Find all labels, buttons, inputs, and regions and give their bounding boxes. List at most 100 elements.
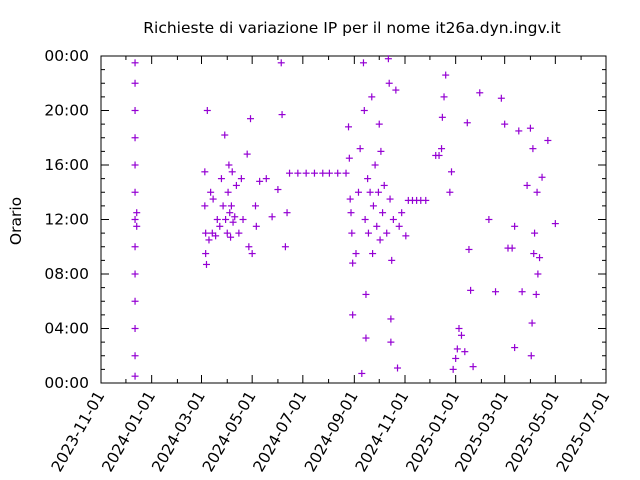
data-point	[202, 250, 210, 258]
data-point	[239, 216, 247, 223]
data-point	[455, 325, 463, 332]
data-point	[383, 229, 391, 237]
data-point	[277, 59, 285, 67]
data-point	[227, 202, 235, 210]
data-point	[221, 131, 229, 139]
data-point	[131, 134, 139, 142]
data-point	[388, 256, 396, 264]
data-point	[453, 345, 461, 353]
data-point	[534, 270, 542, 278]
data-point	[364, 175, 372, 183]
data-point	[223, 229, 231, 237]
data-point	[364, 229, 372, 237]
data-point	[435, 151, 443, 159]
y-tick-label: 00:00	[44, 374, 89, 392]
data-point	[202, 229, 210, 237]
data-point	[369, 202, 377, 210]
data-point	[442, 71, 450, 79]
data-point	[209, 195, 217, 203]
data-point	[523, 181, 531, 189]
y-tick-label: 12:00	[44, 211, 89, 229]
data-point	[131, 243, 139, 251]
data-point	[508, 244, 516, 252]
data-point	[345, 154, 353, 162]
data-point	[395, 222, 403, 230]
data-point	[281, 243, 289, 251]
data-point	[373, 222, 381, 230]
data-points	[131, 55, 559, 380]
data-point	[501, 120, 509, 128]
data-point	[283, 209, 291, 217]
data-point	[213, 216, 221, 223]
data-point	[349, 259, 357, 267]
data-point	[237, 175, 245, 183]
data-point	[485, 216, 493, 223]
data-point	[345, 123, 353, 131]
data-point	[452, 354, 460, 362]
data-point	[358, 369, 366, 377]
data-point	[387, 338, 395, 346]
data-point	[347, 209, 355, 217]
data-point	[226, 209, 234, 217]
data-point	[201, 168, 209, 176]
data-point	[227, 233, 235, 241]
data-point	[515, 127, 523, 135]
data-point	[551, 220, 559, 228]
data-point	[131, 59, 139, 67]
data-point	[386, 195, 394, 203]
data-point	[465, 245, 473, 253]
data-point	[457, 331, 465, 339]
data-point	[461, 348, 469, 356]
data-point	[531, 229, 539, 237]
data-point	[526, 124, 534, 132]
x-axis: 2023-11-012024-01-012024-03-012024-05-01…	[48, 56, 613, 475]
data-point	[131, 372, 139, 380]
data-point	[251, 202, 259, 210]
data-point	[463, 119, 471, 127]
data-point	[216, 222, 224, 230]
data-point	[245, 243, 253, 251]
data-point	[446, 188, 454, 196]
x-tick-label: 2023-11-01	[48, 388, 109, 475]
data-point	[379, 209, 387, 217]
data-point	[274, 186, 282, 194]
data-point	[219, 202, 227, 210]
data-point	[131, 297, 139, 305]
data-point	[533, 188, 541, 196]
data-point	[334, 169, 342, 177]
data-point	[133, 222, 141, 230]
data-point	[422, 196, 430, 204]
data-point	[131, 270, 139, 278]
data-point	[224, 188, 232, 196]
data-point	[449, 365, 457, 373]
x-tick-label: 2024-07-01	[250, 388, 311, 475]
data-point	[262, 175, 270, 183]
data-point	[518, 288, 526, 296]
data-point	[384, 55, 392, 63]
data-point	[438, 145, 446, 153]
y-axis-label: Orario	[7, 197, 25, 245]
data-point	[385, 79, 393, 87]
data-point	[544, 136, 552, 144]
data-point	[366, 188, 374, 196]
data-point	[256, 177, 264, 185]
x-tick-label: 2025-05-01	[502, 388, 563, 475]
data-point	[369, 250, 377, 258]
data-point	[530, 250, 538, 258]
data-point	[131, 216, 139, 223]
data-point	[217, 175, 225, 183]
data-point	[380, 181, 388, 189]
data-point	[362, 334, 370, 342]
data-point	[359, 59, 367, 67]
data-point	[202, 260, 210, 268]
data-point	[511, 344, 519, 352]
x-tick-label: 2024-09-01	[301, 388, 362, 475]
data-point	[203, 107, 211, 114]
data-point	[377, 147, 385, 155]
data-point	[398, 209, 406, 217]
plot-frame	[100, 55, 607, 384]
x-tick-label: 2024-11-01	[352, 388, 413, 475]
data-point	[352, 250, 360, 258]
y-tick-label: 16:00	[44, 156, 89, 174]
data-point	[319, 169, 327, 177]
